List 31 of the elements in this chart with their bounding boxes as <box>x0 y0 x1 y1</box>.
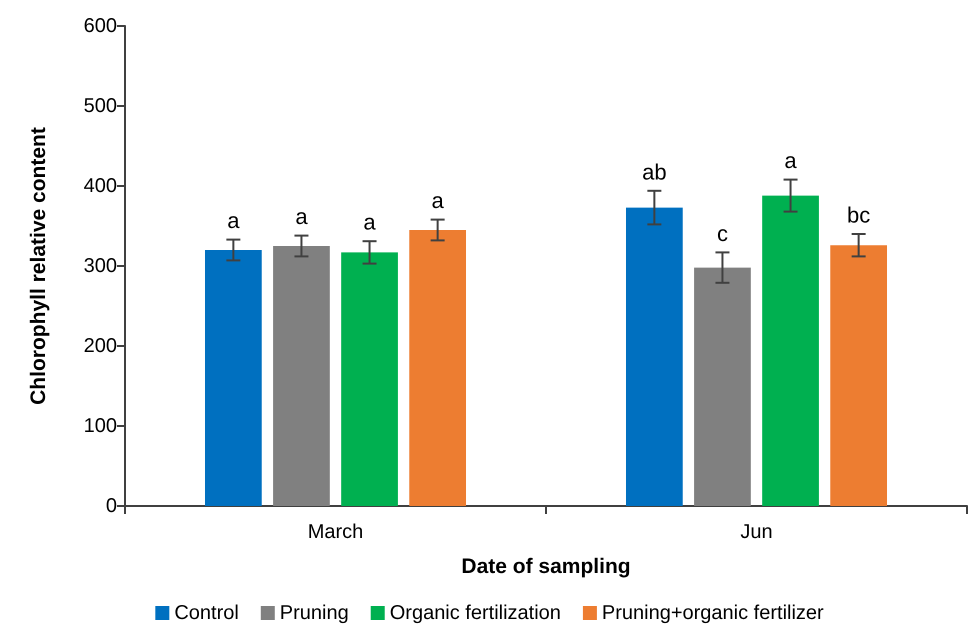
data-label: a <box>295 204 308 230</box>
bar <box>409 230 466 506</box>
y-tick-label: 200 <box>84 335 117 357</box>
legend-label: Control <box>174 602 239 624</box>
legend-label: Pruning <box>280 602 349 624</box>
bar <box>626 208 683 506</box>
y-tick-label: 500 <box>84 95 117 117</box>
y-tick-label: 300 <box>84 255 117 277</box>
bar <box>204 250 262 506</box>
data-label: a <box>363 210 376 235</box>
bar <box>273 246 330 506</box>
x-tick-label: Jun <box>740 521 773 543</box>
x-tick-label: March <box>308 521 364 543</box>
data-label: c <box>716 220 728 246</box>
bar <box>830 245 888 506</box>
data-label: a <box>227 208 240 234</box>
legend-label: Pruning+organic fertilizer <box>602 602 824 624</box>
data-label: a <box>432 188 445 214</box>
y-tick-label: 0 <box>106 495 117 517</box>
bar <box>762 196 819 506</box>
y-tick-label: 400 <box>84 175 117 197</box>
legend-label: Organic fertilization <box>390 602 561 624</box>
y-tick-label: 600 <box>84 15 117 37</box>
x-axis-title: Date of sampling <box>461 555 631 578</box>
data-label: bc <box>847 202 870 228</box>
data-label: ab <box>642 159 667 184</box>
bar <box>341 252 398 506</box>
y-axis-title: Chlorophyll relative content <box>27 127 50 405</box>
bar <box>694 268 751 506</box>
data-label: a <box>784 148 798 174</box>
y-tick-label: 100 <box>84 415 117 437</box>
